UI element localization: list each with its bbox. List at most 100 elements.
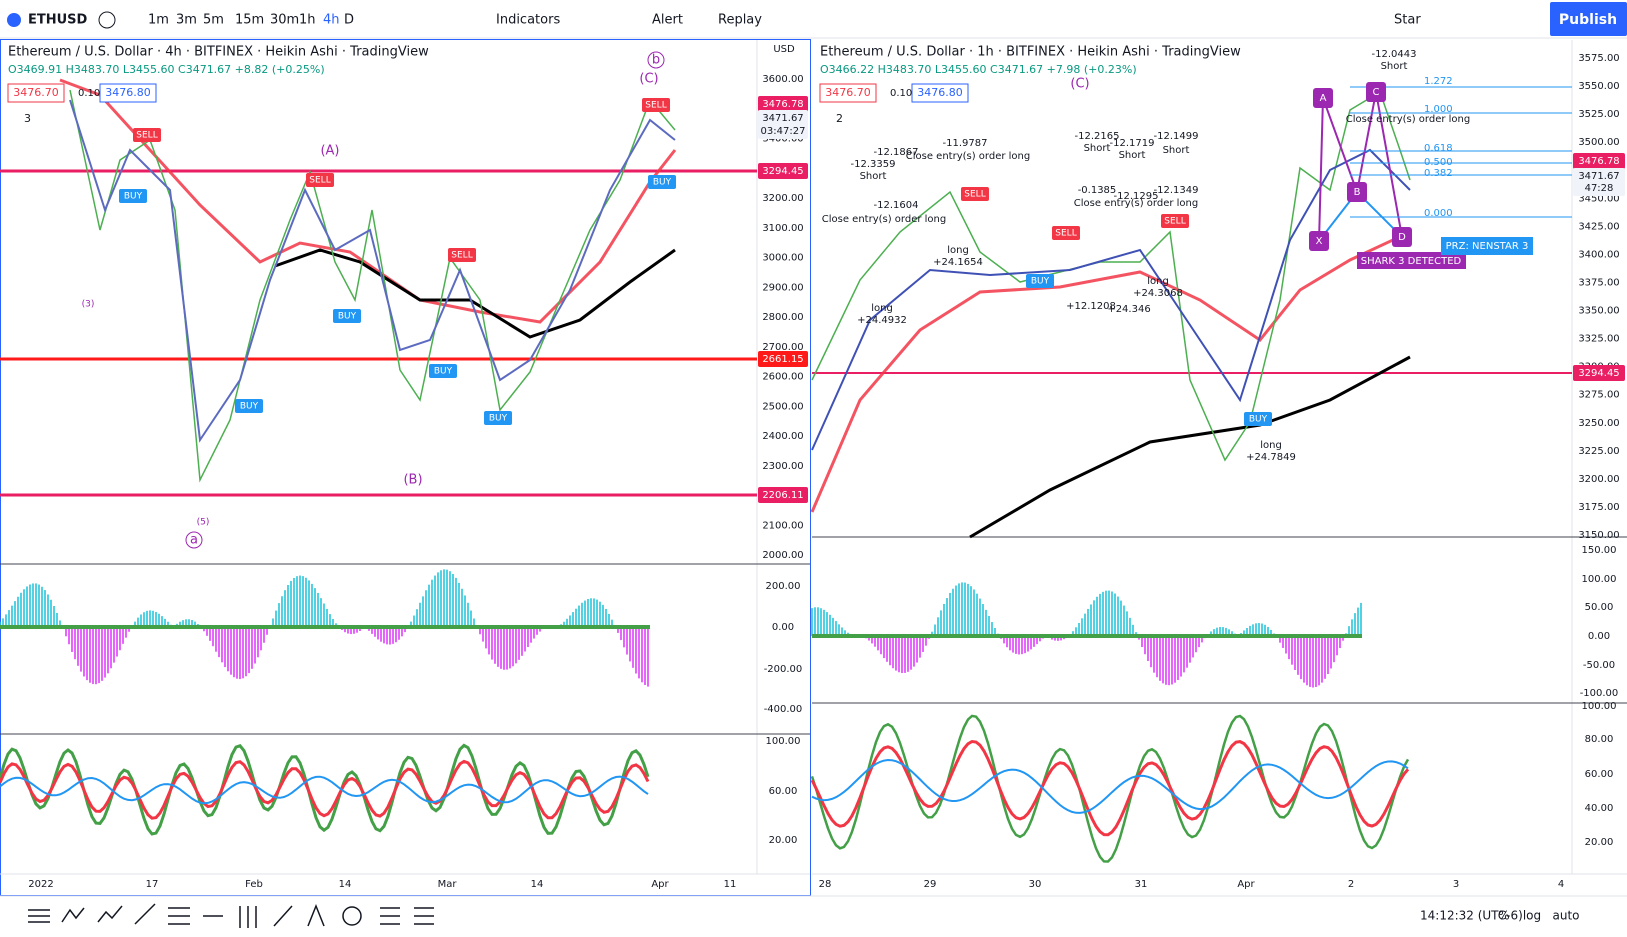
trade-annotation: +12.1208 [1066, 301, 1116, 312]
signal-label: SELL [1055, 229, 1076, 239]
indicator-toggle[interactable]: 2 [836, 112, 843, 125]
publish-button[interactable] [1550, 2, 1627, 36]
tool-icon[interactable] [380, 907, 400, 925]
tool-icon[interactable] [168, 907, 190, 925]
fib-level-label: 0.618 [1424, 143, 1453, 154]
symbol-name[interactable]: ETHUSD [28, 13, 88, 28]
pattern-point: D [1398, 232, 1406, 243]
price-tag: 2206.11 [762, 490, 803, 501]
time-tick-label: 31 [1135, 879, 1148, 890]
pattern-label-box [1441, 237, 1533, 255]
price-tick-label: 2400.00 [762, 431, 803, 442]
signal-label: SELL [1164, 217, 1185, 227]
interval-button[interactable]: 3m [176, 13, 197, 28]
symbol-logo [7, 13, 21, 27]
trade-annotation: -11.9787 [943, 138, 988, 149]
auto-toggle[interactable]: auto [1552, 909, 1579, 923]
price-tag: 3471.67 [1578, 171, 1619, 182]
tool-icon[interactable] [414, 907, 434, 925]
percent-toggle[interactable]: % [1498, 909, 1509, 923]
fib-level-label: 0.382 [1424, 168, 1453, 179]
price-tag: 3471.67 [762, 113, 803, 124]
tool-icon[interactable] [134, 903, 156, 925]
tool-icon[interactable] [273, 905, 293, 927]
trade-annotation: Close entry(s) order long [1346, 114, 1470, 125]
tool-icon[interactable] [61, 907, 85, 923]
price-tick-label: 3450.00 [1578, 193, 1619, 204]
trade-annotation: +24.346 [1107, 304, 1150, 315]
ohlc-values: O3466.22 H3483.70 L3455.60 C3471.67 +7.9… [820, 63, 1137, 76]
price-tick-label: 3150.00 [1578, 530, 1619, 541]
alert-button[interactable]: Alert [652, 13, 683, 28]
indicators-button[interactable]: Indicators [496, 13, 560, 28]
price-tag: 03:47:27 [761, 126, 806, 137]
osc-tick-label: 50.00 [1585, 602, 1614, 613]
price-tick-label: 3525.00 [1578, 109, 1619, 120]
rsi-tick-label: 20.00 [1585, 837, 1614, 848]
wave-label: a [190, 533, 198, 548]
trade-annotation: Close entry(s) order long [1074, 198, 1198, 209]
time-tick-label: Mar [438, 879, 458, 890]
interval-button[interactable]: 1h [299, 13, 316, 28]
interval-button[interactable]: 30m [270, 13, 299, 28]
tool-icon[interactable] [342, 906, 362, 926]
trade-annotation: long [1147, 276, 1169, 287]
spread: 0.10 [890, 88, 912, 99]
signal-label: BUY [653, 178, 672, 188]
bid-price: 3476.70 [825, 86, 871, 99]
pattern-label-box [1357, 252, 1466, 269]
trade-annotation: long [947, 245, 969, 256]
trade-annotation: -12.2165 [1075, 131, 1120, 142]
bid-price: 3476.70 [13, 86, 59, 99]
trade-annotation: -12.3359 [851, 159, 896, 170]
interval-button[interactable]: D [344, 13, 354, 28]
price-tick-label: 3325.00 [1578, 334, 1619, 345]
price-tick-label: 2700.00 [762, 342, 803, 353]
signal-label: BUY [489, 414, 508, 424]
pattern-point: B [1354, 187, 1361, 198]
tool-icon[interactable] [97, 905, 123, 923]
time-tick-label: 14 [531, 879, 544, 890]
layout-name[interactable]: Star [1394, 13, 1421, 28]
wave-circle [185, 531, 203, 549]
price-tick-label: 3100.00 [762, 223, 803, 234]
price-tag: 3476.78 [1578, 156, 1619, 167]
pattern-point: X [1316, 236, 1323, 247]
publish-label[interactable]: Publish [1559, 12, 1617, 28]
signal-label: SELL [645, 101, 666, 111]
compare-button[interactable] [98, 11, 116, 29]
fast-ma-line [69, 99, 676, 443]
interval-button[interactable]: 15m [235, 13, 264, 28]
signal-label: SELL [451, 251, 472, 261]
signal-box [235, 399, 263, 413]
oscillator-decoration [810, 739, 1410, 837]
price-tick-label: 3550.00 [1578, 81, 1619, 92]
osc-tick-label: 150.00 [1582, 545, 1617, 556]
price-tag: 47:28 [1585, 183, 1614, 194]
trade-annotation: -12.1719 [1110, 138, 1155, 149]
trade-annotation: -0.1385 [1078, 185, 1117, 196]
interval-button[interactable]: 1m [148, 13, 169, 28]
replay-button[interactable]: Replay [718, 13, 762, 28]
osc-tick-label: 0.00 [1588, 631, 1610, 642]
tool-icon[interactable] [239, 906, 257, 928]
ema-line [810, 230, 1411, 513]
clock: 14:12:32 (UTC-6) [1420, 909, 1523, 923]
trade-annotation: long [1260, 440, 1282, 451]
trade-annotation: long [871, 303, 893, 314]
trade-annotation: +24.1654 [933, 257, 983, 268]
trade-annotation: -12.1295 [1114, 191, 1159, 202]
chart-title: Ethereum / U.S. Dollar · 4h · BITFINEX ·… [8, 45, 429, 60]
interval-button[interactable]: 5m [203, 13, 224, 28]
tool-icon[interactable] [307, 903, 325, 927]
fib-level-label: 0.000 [1424, 208, 1453, 219]
time-tick-label: 3 [1453, 879, 1459, 890]
ask-price: 3476.80 [917, 86, 963, 99]
interval-button[interactable]: 4h [323, 13, 340, 28]
indicator-toggle[interactable]: 3 [24, 112, 31, 125]
tool-icon[interactable] [28, 909, 50, 923]
log-toggle[interactable]: log [1523, 909, 1541, 923]
wave-label: (3) [82, 300, 95, 310]
